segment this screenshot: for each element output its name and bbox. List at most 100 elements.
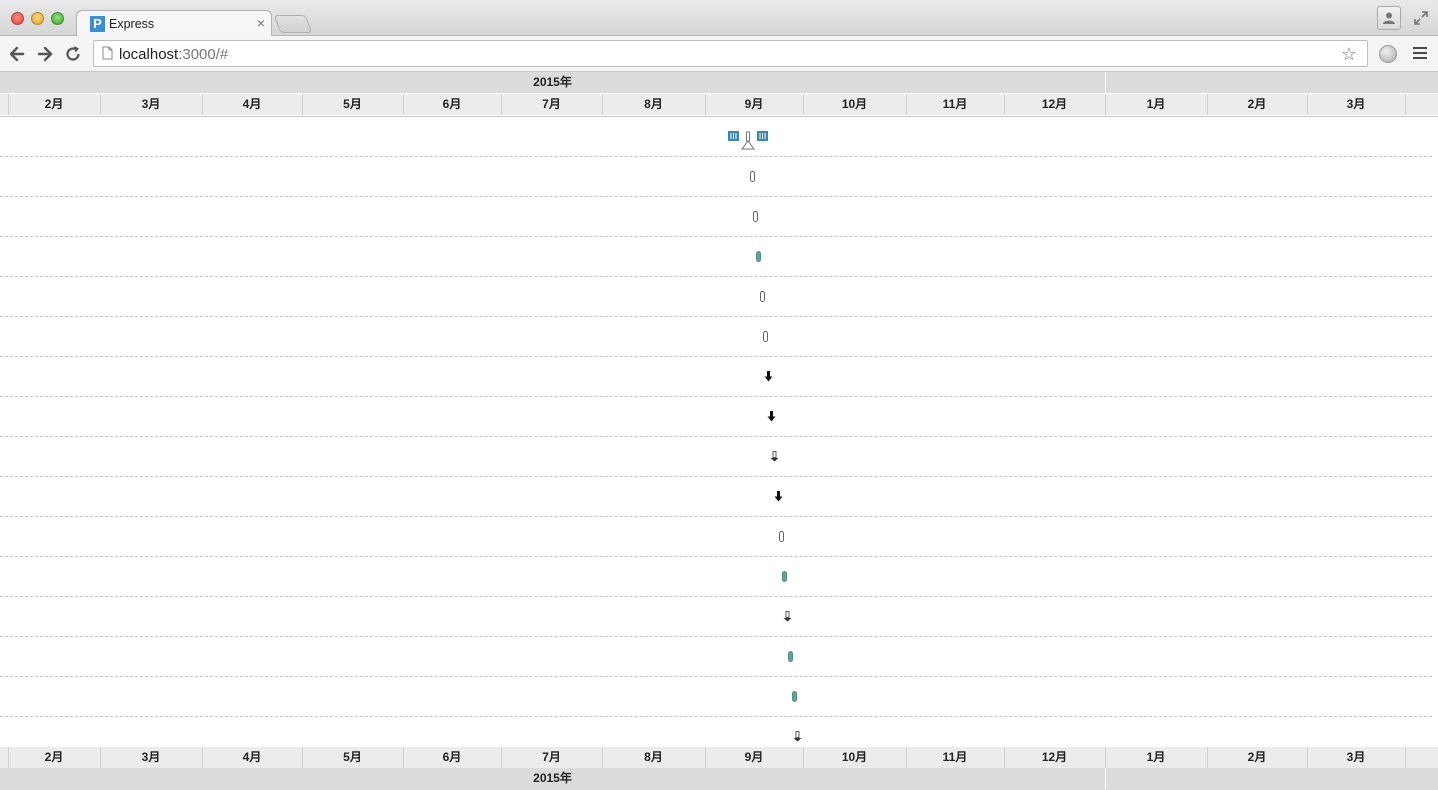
month-divider (1307, 94, 1308, 115)
lane-separator (0, 476, 1432, 477)
timeline-event-marker[interactable] (793, 731, 802, 742)
menu-icon[interactable] (1413, 47, 1427, 62)
month-label: 2月 (1247, 97, 1267, 111)
lane-separator (0, 156, 1432, 157)
profile-button[interactable] (1377, 6, 1401, 30)
timeline-event-marker[interactable] (756, 251, 762, 262)
month-axis-bottom: 2月 3月 4月 5月 6月 7月 8月 9月 10月 11月 12月 1月 2月 3月 (0, 746, 1438, 768)
timeline-event-marker[interactable] (788, 651, 794, 662)
close-icon[interactable]: × (256, 15, 265, 31)
month-label: 10月 (841, 97, 868, 111)
month-divider (602, 747, 603, 768)
lane-separator (0, 676, 1432, 677)
month-label: 3月 (1346, 97, 1366, 111)
timeline-event-marker[interactable] (762, 331, 768, 342)
month-divider (1004, 94, 1005, 115)
month-label: 5月 (343, 750, 362, 764)
month-divider (602, 94, 603, 115)
extension-globe-icon[interactable] (1379, 45, 1397, 63)
month-label: 1月 (1146, 97, 1166, 111)
timeline-event-marker[interactable] (791, 691, 797, 702)
month-divider (302, 94, 303, 115)
lane-separator (0, 396, 1432, 397)
lane-separator (0, 556, 1432, 557)
back-arrow-icon[interactable] (7, 44, 27, 64)
timeline-lanes[interactable] (0, 116, 1438, 746)
favicon-icon: P (90, 16, 105, 32)
range-scrubber[interactable] (727, 129, 769, 151)
month-divider (803, 94, 804, 115)
reload-icon[interactable] (63, 44, 83, 64)
tab-title: Express (109, 17, 155, 31)
bookmark-star-icon[interactable]: ☆ (1340, 44, 1357, 64)
month-divider (8, 747, 9, 768)
month-label: 2月 (44, 750, 64, 764)
close-window-button[interactable] (11, 12, 24, 25)
timeline-event-marker[interactable] (778, 531, 784, 542)
month-label: 5月 (343, 97, 362, 111)
month-label: 8月 (644, 750, 663, 764)
forward-arrow-icon[interactable] (35, 44, 55, 64)
month-divider (705, 94, 706, 115)
tab-strip: P Express × (0, 0, 1438, 37)
month-divider (100, 747, 101, 768)
month-label: 1月 (1146, 750, 1166, 764)
month-label: 2月 (1247, 750, 1267, 764)
timeline-event-marker[interactable] (770, 451, 779, 462)
lane-separator (0, 196, 1432, 197)
new-tab-button[interactable] (273, 15, 313, 33)
month-divider (1004, 747, 1005, 768)
month-label: 2月 (44, 97, 64, 111)
month-divider (202, 747, 203, 768)
month-divider (403, 747, 404, 768)
timeline-event-marker[interactable] (783, 611, 792, 622)
month-divider (1307, 747, 1308, 768)
address-bar[interactable]: localhost:3000/# ☆ (93, 40, 1368, 67)
month-label: 12月 (1041, 750, 1068, 764)
month-label: 7月 (542, 750, 561, 764)
month-divider (501, 747, 502, 768)
timeline-event-marker[interactable] (764, 371, 773, 382)
browser-tab[interactable]: P Express × (76, 10, 272, 37)
timeline-event-marker[interactable] (767, 411, 776, 422)
url-host: localhost (119, 46, 179, 63)
timeline-event-marker[interactable] (782, 571, 787, 582)
month-label: 3月 (1346, 750, 1366, 764)
month-divider (403, 94, 404, 115)
month-divider (202, 94, 203, 115)
month-divider (1405, 747, 1406, 768)
timeline-event-marker[interactable] (753, 211, 759, 222)
url-path: :3000/# (178, 46, 229, 63)
month-divider (1207, 94, 1208, 115)
month-label: 6月 (442, 750, 462, 764)
lane-separator (0, 276, 1432, 277)
timeline-event-marker[interactable] (759, 291, 765, 302)
month-divider (8, 94, 9, 115)
month-label: 6月 (442, 97, 462, 111)
month-label: 11月 (942, 750, 968, 764)
lane-separator (0, 236, 1432, 237)
minimize-window-button[interactable] (31, 12, 44, 25)
month-axis-top: 2月 3月 4月 5月 6月 7月 8月 9月 10月 11月 12月 1月 2月 3月 (0, 93, 1438, 115)
url-text: localhost:3000/# (119, 46, 228, 63)
month-label: 7月 (542, 97, 561, 111)
year-axis-bottom: 2015年 (0, 768, 1438, 790)
timeline-event-marker[interactable] (774, 491, 783, 502)
month-divider (501, 94, 502, 115)
month-label: 4月 (242, 97, 262, 111)
month-divider (705, 747, 706, 768)
month-label: 9月 (744, 750, 764, 764)
month-label: 11月 (942, 97, 968, 111)
month-divider (302, 747, 303, 768)
lane-separator (0, 436, 1432, 437)
month-label: 3月 (141, 750, 161, 764)
lane-separator (0, 596, 1432, 597)
zoom-window-button[interactable] (51, 12, 64, 25)
month-divider (906, 747, 907, 768)
month-label: 12月 (1041, 97, 1068, 111)
year-label: 2015年 (533, 771, 572, 785)
timeline-event-marker[interactable] (750, 171, 755, 182)
month-label: 9月 (744, 97, 764, 111)
fullscreen-icon[interactable] (1413, 10, 1429, 26)
month-label: 10月 (841, 750, 868, 764)
